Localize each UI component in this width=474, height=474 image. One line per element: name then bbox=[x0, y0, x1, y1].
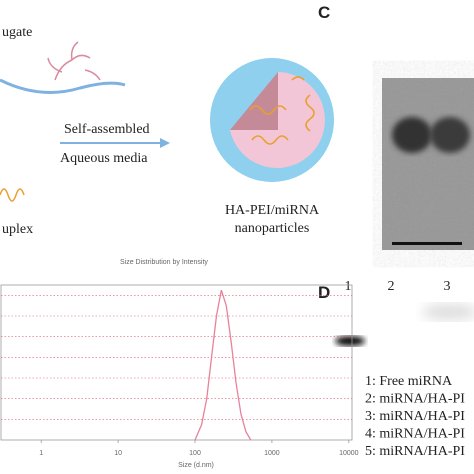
conjugate-label: ugate bbox=[2, 25, 32, 40]
duplex-label: uplex bbox=[2, 222, 33, 237]
x-tick-label: 10000 bbox=[339, 450, 359, 457]
size-curve bbox=[194, 289, 252, 441]
arrow-label-bottom: Aqueous media bbox=[60, 151, 148, 166]
mirna-helices bbox=[249, 76, 315, 145]
x-tick-label: 1 bbox=[39, 450, 43, 457]
gel-band bbox=[335, 336, 365, 346]
x-axis-label: Size (d.nm) bbox=[178, 462, 214, 469]
legend-entry: 3: miRNA/HA-PI bbox=[365, 409, 465, 424]
lane-label: 2 bbox=[388, 279, 395, 294]
tem-noise bbox=[382, 78, 474, 250]
legend-entry: 2: miRNA/HA-PI bbox=[365, 392, 465, 407]
product-label: HA-PEI/miRNA bbox=[225, 203, 320, 218]
polymer-chain bbox=[0, 78, 126, 94]
legend-entry: 5: miRNA/HA-PI bbox=[365, 444, 465, 459]
tem-particle bbox=[392, 117, 432, 153]
x-tick-label: 100 bbox=[189, 450, 201, 457]
arrow-head bbox=[160, 138, 170, 148]
x-tick-label: 10 bbox=[114, 450, 122, 457]
size-chart: Size Distribution by Intensity Size (d.n… bbox=[0, 259, 359, 469]
lane-label: 3 bbox=[444, 279, 451, 294]
nanoparticle-cut bbox=[230, 72, 278, 130]
chart-title: Size Distribution by Intensity bbox=[120, 259, 208, 266]
scale-bar bbox=[392, 242, 462, 245]
panel-label: D bbox=[318, 283, 330, 302]
plot-frame bbox=[0, 284, 353, 441]
duplex-icon bbox=[0, 188, 25, 202]
tem-particle bbox=[430, 117, 470, 153]
lane-label: 1 bbox=[345, 279, 352, 294]
legend-entry: 1: Free miRNA bbox=[365, 374, 453, 389]
gel-smear bbox=[422, 304, 474, 320]
x-tick-label: 1000 bbox=[264, 450, 280, 457]
product-label: nanoparticles bbox=[235, 221, 310, 236]
arrow-label-top: Self-assembled bbox=[64, 122, 150, 137]
nanoparticle-core bbox=[230, 72, 325, 168]
branched-pei bbox=[47, 41, 101, 81]
panel-label: C bbox=[318, 3, 330, 22]
legend-entry: 4: miRNA/HA-PI bbox=[365, 427, 465, 442]
